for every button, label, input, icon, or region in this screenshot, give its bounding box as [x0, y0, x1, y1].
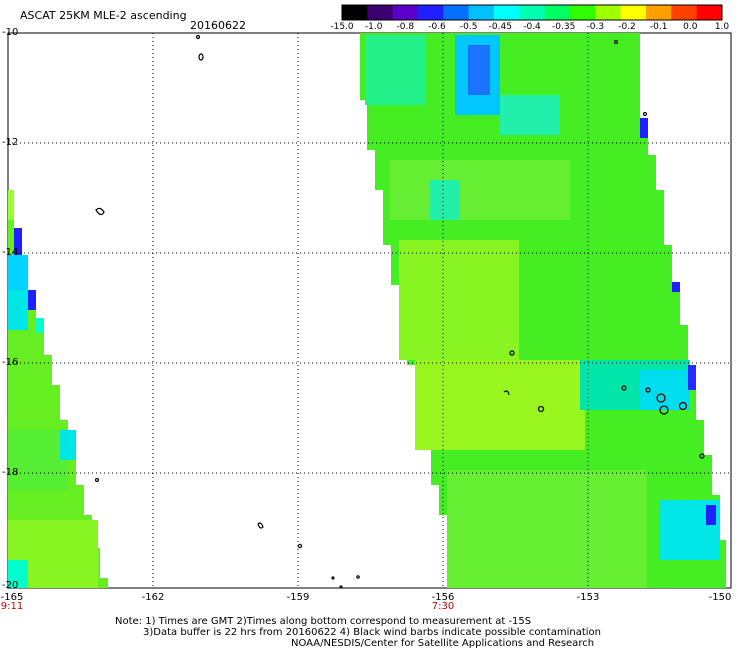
- colorbar-frame: [341, 4, 723, 21]
- colorbar-tick-label: 0.0: [683, 22, 698, 32]
- island-outlines: [94, 34, 705, 589]
- colorbar-swatch: [418, 5, 444, 20]
- colorbar-swatch: [646, 5, 672, 20]
- colorbar-swatch: [367, 5, 394, 20]
- colorbar-swatch: [494, 5, 520, 20]
- product-date: 20160622: [190, 19, 246, 32]
- colorbar-swatch: [468, 5, 495, 20]
- x-axis-label-165: -165: [0, 592, 24, 603]
- right-swath: [360, 33, 726, 588]
- colorbar-tick-label: -0.45: [488, 22, 512, 32]
- y-axis-label-10: -10: [2, 27, 19, 38]
- colorbar-tick-label: 1.0: [714, 22, 730, 32]
- colorbar-tick-label: -0.3: [586, 22, 605, 32]
- y-axis-label-18: -18: [2, 467, 19, 478]
- time-label-right: 7:30: [431, 601, 455, 612]
- left-swath: [8, 190, 108, 588]
- colorbar-swatch: [620, 5, 647, 20]
- x-axis-label-153: -153: [576, 592, 600, 603]
- product-title: ASCAT 25KM MLE-2 ascending: [20, 9, 187, 22]
- y-axis-label-12: -12: [2, 137, 19, 148]
- colorbar-swatch: [519, 5, 546, 20]
- colorbar-tick-label: -0.6: [428, 22, 446, 32]
- footnote-line-2: 3)Data buffer is 22 hrs from 20160622 4)…: [143, 627, 601, 638]
- colorbar: [341, 4, 723, 21]
- y-axis-label-20: -20: [2, 580, 19, 591]
- colorbar-swatch: [696, 5, 723, 20]
- colorbar-tick-label: -0.1: [649, 22, 668, 32]
- colorbar-swatch: [671, 5, 698, 20]
- colorbar-swatch: [595, 5, 622, 20]
- x-axis-label-150: -150: [708, 592, 732, 603]
- x-axis-label-162: -162: [141, 592, 165, 603]
- colorbar-tick-label: -0.5: [459, 22, 478, 32]
- colorbar-swatch: [570, 5, 596, 20]
- y-axis-label-14: -14: [2, 247, 19, 258]
- grid: [8, 33, 731, 588]
- colorbar-tick-label: -15.0: [330, 22, 354, 32]
- colorbar-tick-label: -1.0: [364, 22, 383, 32]
- colorbar-tick-label: -0.4: [523, 22, 541, 32]
- colorbar-swatch: [392, 5, 419, 20]
- colorbar-swatch: [443, 5, 470, 20]
- colorbar-swatch: [544, 5, 571, 20]
- y-axis-label-16: -16: [2, 357, 19, 368]
- colorbar-swatch: [342, 5, 368, 20]
- footnote-line-3: NOAA/NESDIS/Center for Satellite Applica…: [291, 638, 595, 649]
- time-label-left: 9:11: [0, 601, 24, 612]
- colorbar-tick-label: -0.8: [396, 22, 415, 32]
- colorbar-tick-label: -0.35: [552, 22, 576, 32]
- x-axis-label-159: -159: [286, 592, 310, 603]
- footnote-line-1: Note: 1) Times are GMT 2)Times along bot…: [115, 616, 532, 627]
- colorbar-tick-label: -0.2: [618, 22, 636, 32]
- x-axis-label-156: -156: [431, 592, 455, 603]
